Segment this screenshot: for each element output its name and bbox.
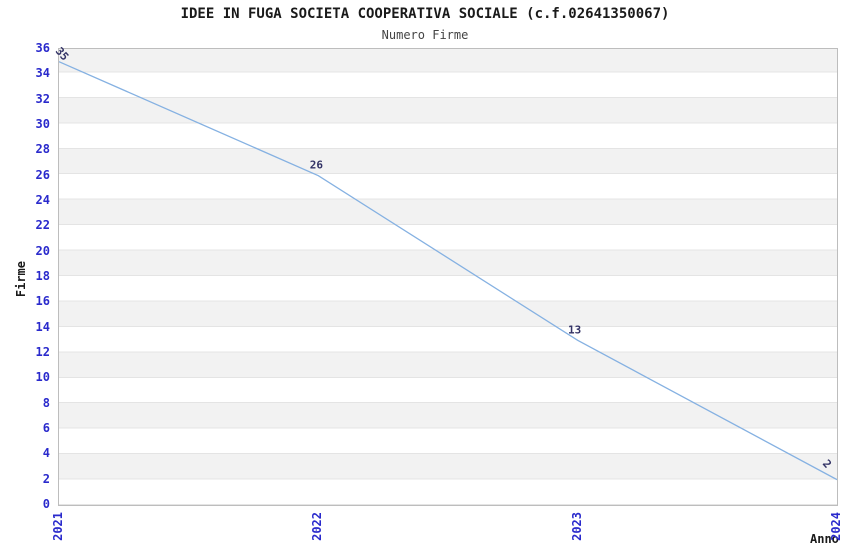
x-tick-label: 2022 (310, 512, 325, 541)
y-tick-label: 20 (35, 243, 50, 258)
x-axis-title: Anno (810, 532, 839, 546)
y-tick-label: 18 (35, 269, 50, 283)
chart-subtitle: Numero Firme (381, 28, 469, 42)
y-tick-label: 26 (35, 167, 50, 182)
y-tick-label: 36 (35, 41, 50, 55)
y-tick-label: 6 (42, 421, 50, 435)
y-tick-label: 34 (35, 66, 50, 81)
x-tick-label: 2021 (51, 512, 65, 541)
point-value-label: 26 (309, 158, 323, 172)
y-tick-label: 12 (35, 345, 50, 359)
y-tick-label: 8 (42, 395, 50, 410)
y-tick-label: 4 (42, 446, 50, 461)
y-tick-label: 16 (35, 294, 50, 309)
y-tick-label: 22 (35, 218, 50, 233)
x-tick-label: 2024 (829, 512, 843, 541)
y-tick-label: 14 (35, 319, 50, 334)
y-tick-label: 0 (42, 497, 50, 511)
plot-area: 35 26 13 2 (53, 44, 838, 506)
y-tick-label: 30 (35, 117, 50, 131)
y-tick-label: 28 (35, 142, 50, 157)
point-value-label: 13 (568, 323, 582, 337)
y-tick-label: 24 (35, 193, 50, 207)
y-tick-label: 2 (42, 471, 50, 486)
series-canvas (59, 61, 837, 481)
y-tick-label: 10 (35, 370, 50, 385)
x-tick-label: 2023 (569, 512, 584, 541)
y-tick-label: 32 (35, 91, 50, 106)
series-line (59, 61, 837, 481)
chart-title: IDEE IN FUGA SOCIETA COOPERATIVA SOCIALE… (180, 6, 670, 22)
